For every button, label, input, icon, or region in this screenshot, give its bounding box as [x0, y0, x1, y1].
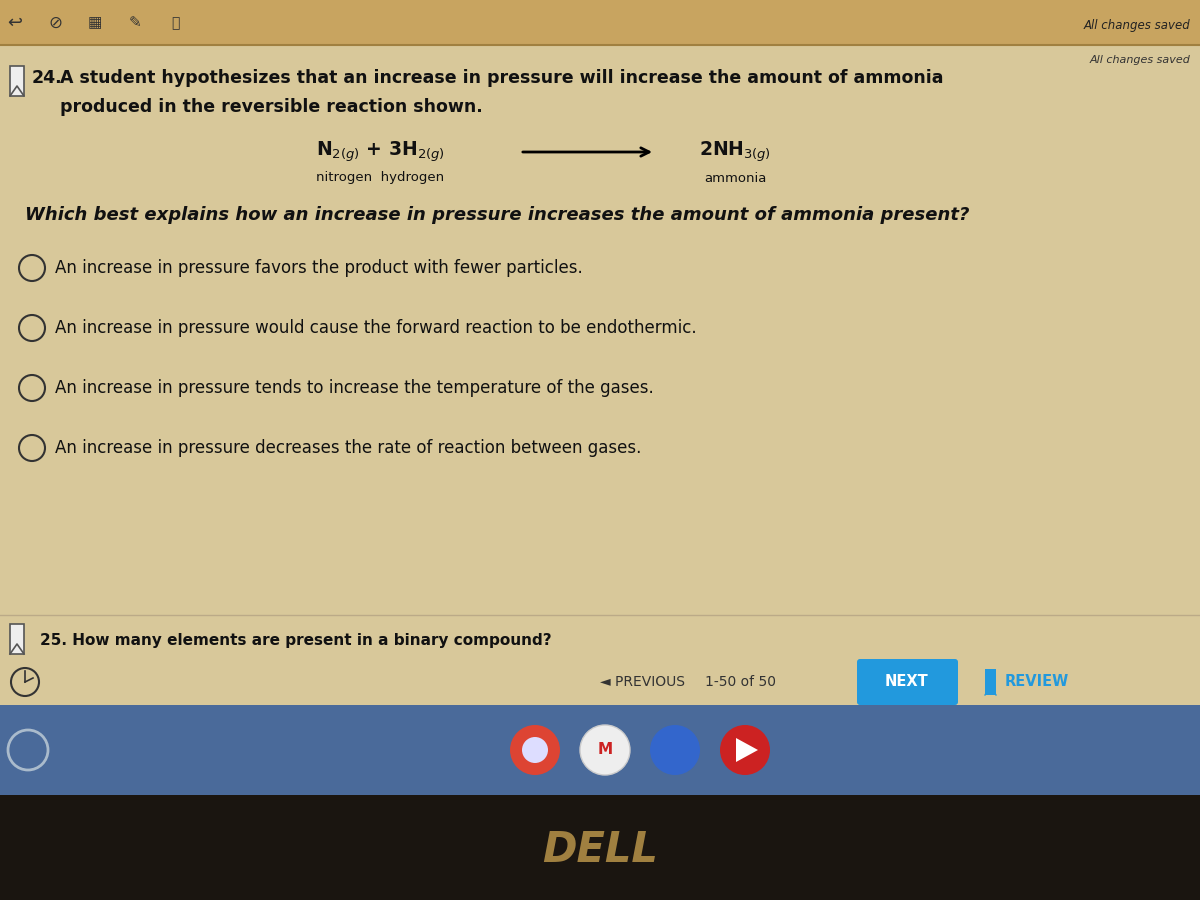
FancyBboxPatch shape: [0, 0, 1200, 45]
Text: ✎: ✎: [128, 15, 142, 31]
FancyBboxPatch shape: [0, 40, 1200, 705]
Text: nitrogen  hydrogen: nitrogen hydrogen: [316, 172, 444, 184]
Text: 25. How many elements are present in a binary compound?: 25. How many elements are present in a b…: [40, 633, 552, 647]
Text: ⊘: ⊘: [48, 14, 62, 32]
Text: N$_{2(g)}$ + 3H$_{2(g)}$: N$_{2(g)}$ + 3H$_{2(g)}$: [316, 140, 444, 164]
Circle shape: [580, 725, 630, 775]
Text: An increase in pressure favors the product with fewer particles.: An increase in pressure favors the produ…: [55, 259, 583, 277]
Text: DELL: DELL: [542, 829, 658, 871]
Text: 🖨: 🖨: [170, 16, 179, 30]
Text: A student hypothesizes that an increase in pressure will increase the amount of : A student hypothesizes that an increase …: [60, 69, 943, 87]
Text: An increase in pressure decreases the rate of reaction between gases.: An increase in pressure decreases the ra…: [55, 439, 641, 457]
Circle shape: [522, 737, 548, 763]
Text: Which best explains how an increase in pressure increases the amount of ammonia : Which best explains how an increase in p…: [25, 206, 970, 224]
Polygon shape: [736, 738, 758, 762]
Text: An increase in pressure tends to increase the temperature of the gases.: An increase in pressure tends to increas…: [55, 379, 654, 397]
Text: All changes saved: All changes saved: [1084, 19, 1190, 32]
Text: REVIEW: REVIEW: [1006, 674, 1069, 689]
FancyBboxPatch shape: [0, 615, 1200, 705]
Circle shape: [720, 725, 770, 775]
FancyBboxPatch shape: [10, 624, 24, 654]
Text: 24.: 24.: [32, 69, 62, 87]
Text: All changes saved: All changes saved: [1090, 55, 1190, 65]
Text: ↩: ↩: [7, 14, 23, 32]
Text: M: M: [598, 742, 612, 758]
FancyBboxPatch shape: [0, 795, 1200, 900]
FancyBboxPatch shape: [10, 66, 24, 96]
Text: ammonia: ammonia: [704, 172, 766, 184]
Text: An increase in pressure would cause the forward reaction to be endothermic.: An increase in pressure would cause the …: [55, 319, 697, 337]
Text: NEXT: NEXT: [886, 674, 929, 689]
FancyBboxPatch shape: [0, 705, 1200, 795]
Text: ◄ PREVIOUS: ◄ PREVIOUS: [600, 675, 685, 689]
Text: 2NH$_{3(g)}$: 2NH$_{3(g)}$: [700, 140, 770, 164]
Text: 1-50 of 50: 1-50 of 50: [706, 675, 776, 689]
Circle shape: [650, 725, 700, 775]
FancyBboxPatch shape: [857, 659, 958, 705]
Text: produced in the reversible reaction shown.: produced in the reversible reaction show…: [60, 98, 482, 116]
FancyBboxPatch shape: [985, 669, 996, 695]
Text: ▦: ▦: [88, 15, 102, 31]
Circle shape: [510, 725, 560, 775]
